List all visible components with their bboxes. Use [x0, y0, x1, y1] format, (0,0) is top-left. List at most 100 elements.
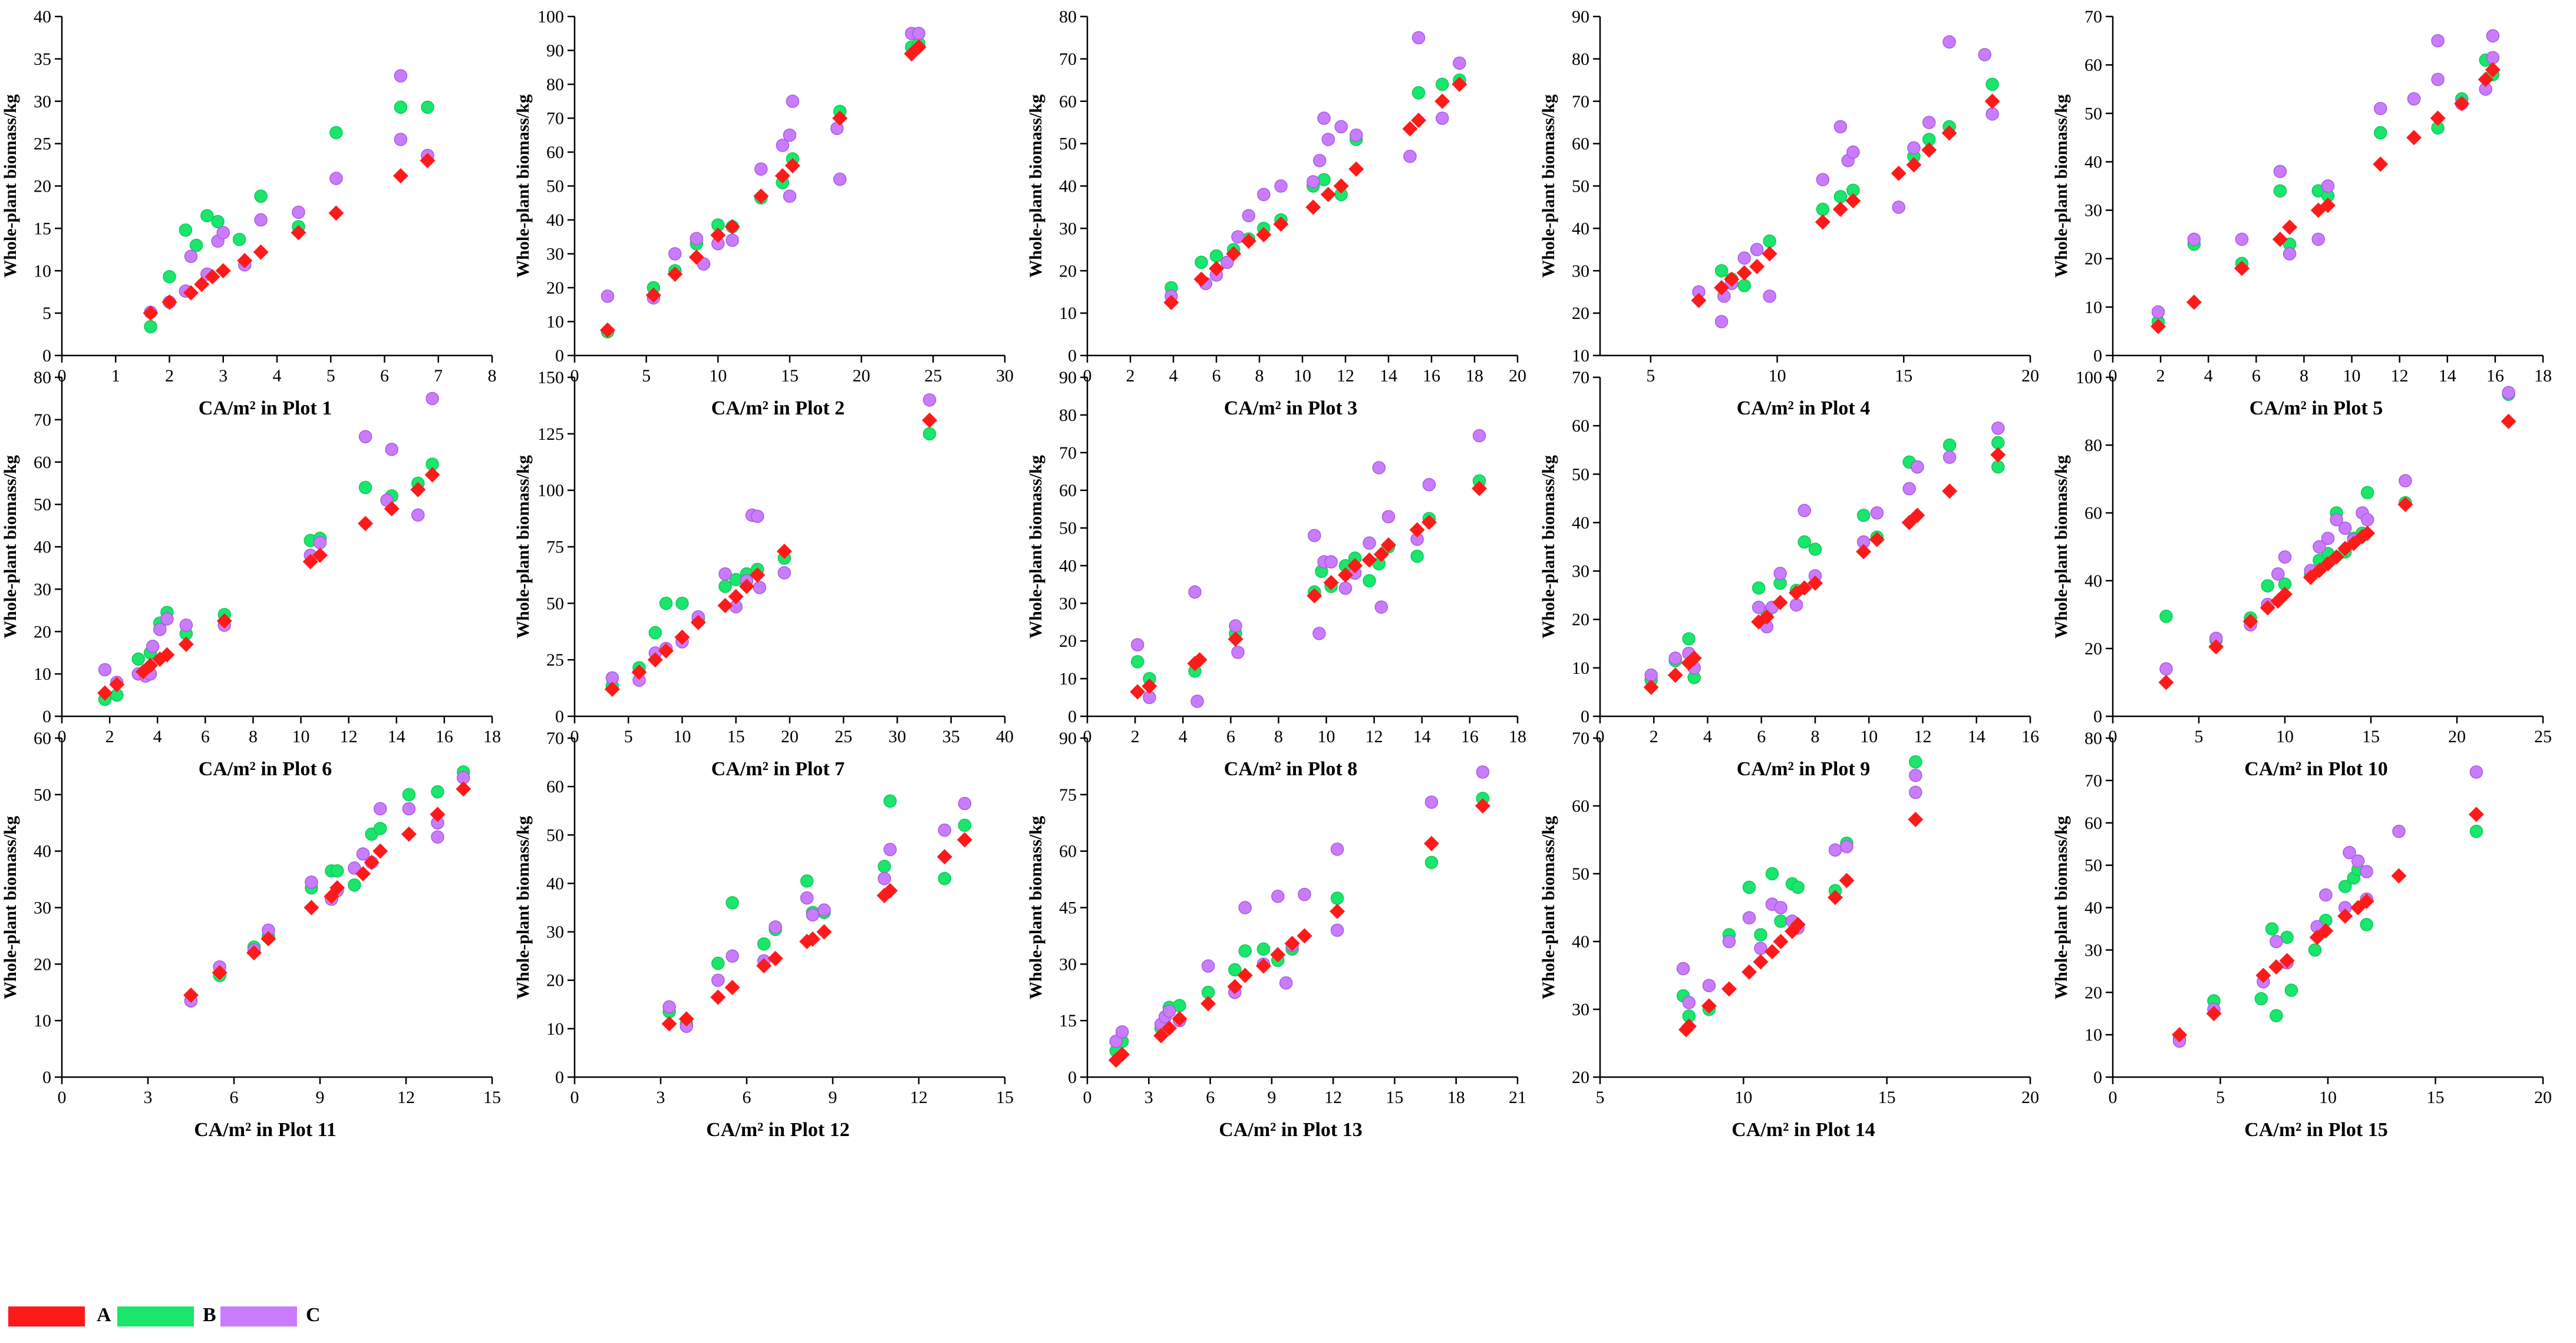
x-tick-label: 12 [340, 727, 358, 746]
y-tick-label: 70 [1572, 92, 1589, 111]
point-c [1411, 31, 1426, 45]
point-c [690, 232, 704, 245]
y-tick-label: 20 [546, 278, 564, 298]
point-c [806, 908, 820, 922]
x-tick-label: 16 [1423, 366, 1440, 386]
point-c [1403, 149, 1417, 163]
point-c [2431, 73, 2445, 87]
x-tick-label: 14 [1413, 727, 1431, 746]
point-a [661, 1016, 677, 1032]
point-a [1643, 679, 1659, 695]
point-c [2311, 232, 2326, 246]
point-b [1209, 249, 1223, 263]
y-tick-label: 20 [1572, 610, 1589, 630]
y-tick-label: 90 [1572, 7, 1589, 27]
y-tick-label: 60 [2084, 503, 2102, 523]
point-a [1749, 259, 1765, 275]
y-tick-label: 50 [34, 495, 51, 515]
y-tick-label: 20 [2084, 249, 2102, 269]
point-a [1193, 271, 1209, 287]
point-a [194, 276, 210, 292]
point-a [178, 636, 194, 652]
point-c [402, 802, 416, 816]
point-a [355, 866, 371, 881]
point-c [1321, 133, 1335, 146]
point-a [2485, 62, 2501, 78]
point-a [1990, 447, 2006, 463]
x-tick-label: 5 [624, 727, 633, 746]
x-axis-label: CA/m² in Plot 2 [711, 397, 845, 419]
x-tick-label: 14 [2439, 366, 2456, 386]
point-a [1701, 998, 1717, 1014]
point-b [2308, 943, 2322, 957]
point-b [923, 427, 936, 441]
point-c [292, 205, 305, 219]
point-b [1856, 508, 1871, 522]
x-tick-label: 10 [2276, 727, 2294, 746]
point-a [717, 598, 733, 614]
x-tick-label: 1 [111, 366, 120, 386]
x-tick-label: 16 [2486, 366, 2504, 386]
point-b [878, 860, 891, 873]
point-b [1714, 264, 1729, 278]
y-tick-label: 0 [42, 707, 51, 726]
x-tick-label: 20 [781, 727, 799, 746]
x-tick-label: 12 [397, 1088, 415, 1107]
point-b [2261, 579, 2275, 592]
point-a [329, 880, 345, 896]
y-tick-label: 40 [1572, 219, 1589, 238]
point-a [1714, 280, 1730, 295]
x-axis-label: CA/m² in Plot 5 [2250, 397, 2383, 419]
point-a [216, 613, 232, 629]
point-c [1162, 1004, 1176, 1018]
point-a [1142, 678, 1157, 694]
point-c [313, 536, 327, 549]
point-a [2172, 1027, 2188, 1043]
point-c [98, 663, 112, 677]
y-tick-label: 90 [546, 41, 564, 61]
point-b [1256, 942, 1271, 956]
y-tick-label: 60 [2084, 55, 2102, 75]
point-b [254, 189, 268, 203]
point-c [358, 430, 372, 443]
x-tick-label: 5 [642, 366, 651, 386]
x-tick-label: 21 [1509, 1088, 1526, 1107]
x-tick-label: 20 [1509, 366, 1526, 386]
y-axis-label: Whole-plant biomass/kg [1026, 94, 1045, 278]
x-axis-label: CA/m² in Plot 7 [711, 758, 845, 780]
point-a [756, 958, 772, 974]
y-axis-label: Whole-plant biomass/kg [513, 816, 533, 999]
point-a [1162, 1020, 1177, 1036]
y-tick-label: 50 [34, 785, 51, 805]
point-b [2254, 992, 2268, 1006]
point-b [1424, 855, 1439, 870]
point-c [1221, 255, 1234, 269]
y-tick-label: 30 [1572, 261, 1589, 281]
point-a [1381, 537, 1396, 553]
point-c [783, 129, 797, 142]
x-tick-label: 20 [2021, 366, 2039, 386]
y-tick-label: 60 [2084, 814, 2102, 833]
point-b [163, 270, 176, 284]
y-tick-label: 25 [546, 650, 564, 670]
x-tick-label: 12 [1324, 1088, 1342, 1107]
point-c [2273, 164, 2287, 179]
y-tick-label: 40 [34, 842, 51, 861]
point-c [1374, 600, 1388, 614]
point-b [431, 785, 444, 799]
point-a [1686, 650, 1702, 666]
point-b [659, 597, 673, 610]
point-c [878, 871, 891, 886]
point-c [1892, 200, 1905, 214]
x-tick-label: 0 [58, 727, 67, 746]
point-a [2406, 130, 2422, 146]
x-axis-label: CA/m² in Plot 1 [199, 397, 332, 419]
x-tick-label: 6 [201, 727, 210, 746]
point-a [364, 854, 380, 870]
x-tick-label: 8 [249, 727, 258, 746]
point-c [938, 823, 952, 837]
y-tick-label: 80 [546, 75, 564, 94]
point-b [2360, 918, 2373, 931]
